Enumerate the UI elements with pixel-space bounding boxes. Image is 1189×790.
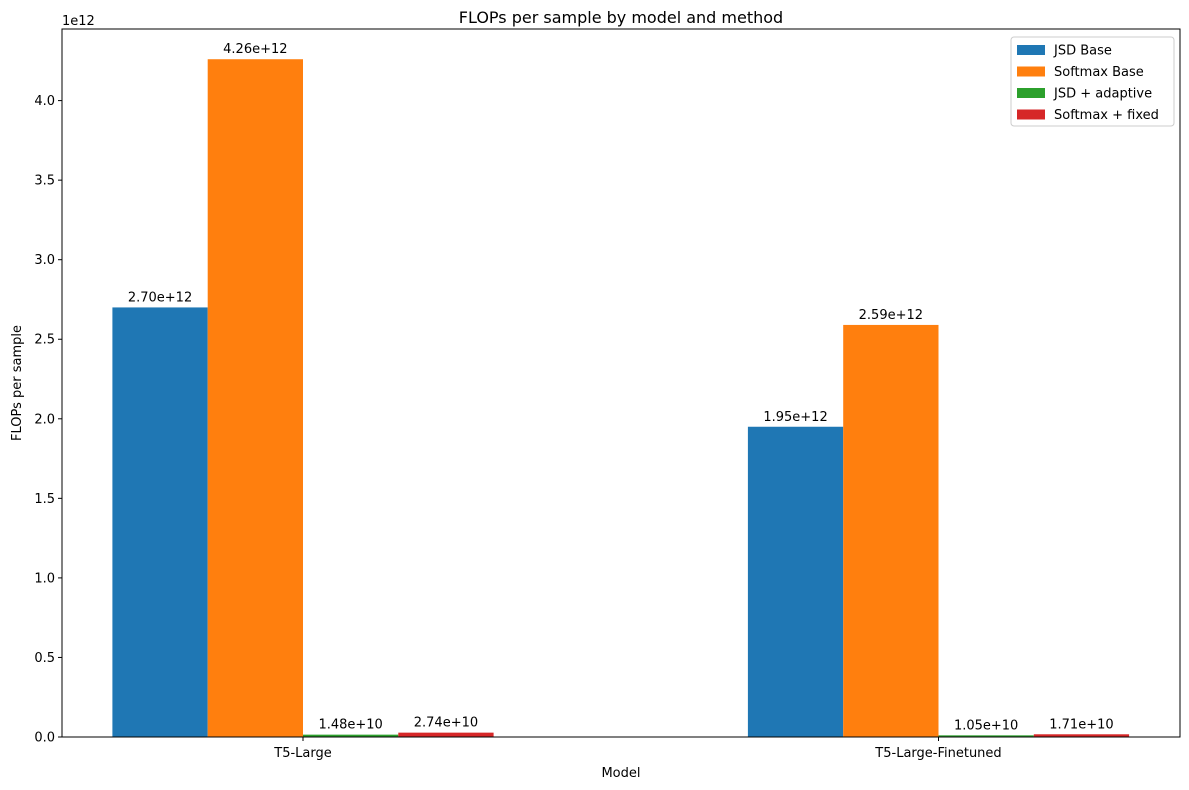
y-axis-label: FLOPs per sample — [10, 325, 25, 441]
legend-entry-label: Softmax Base — [1054, 65, 1144, 80]
y-tick-label: 3.5 — [34, 174, 55, 189]
legend-entry-label: JSD Base — [1053, 44, 1112, 59]
legend-swatch — [1017, 66, 1045, 77]
x-axis-label: Model — [601, 766, 640, 781]
y-axis-offset-label: 1e12 — [62, 14, 95, 29]
y-tick-label: 1.5 — [34, 492, 55, 507]
bar-data-label: 1.95e+12 — [763, 410, 827, 425]
y-tick-label: 2.0 — [34, 412, 55, 427]
bar — [398, 732, 494, 737]
legend-entry-label: Softmax + fixed — [1054, 108, 1159, 123]
x-tick-label: T5-Large-Finetuned — [874, 746, 1001, 761]
bar-data-label: 1.71e+10 — [1049, 717, 1113, 732]
bar — [1033, 734, 1130, 737]
y-tick-label: 0.0 — [34, 731, 55, 746]
plot-frame — [61, 28, 1181, 738]
bar-data-label: 4.26e+12 — [223, 42, 287, 57]
chart-title: FLOPs per sample by model and method — [459, 8, 783, 27]
y-tick-label: 2.5 — [34, 333, 55, 348]
x-tick-label: T5-Large — [273, 746, 331, 761]
legend-swatch — [1017, 109, 1045, 120]
y-axis-ticks: 0.0 0.5 1.0 1.5 2.0 2.5 3.0 3.5 4.0 — [34, 94, 62, 746]
bar — [843, 324, 939, 737]
bars-group — [112, 59, 1130, 738]
legend-box — [1010, 36, 1175, 127]
bar-data-label: 1.05e+10 — [954, 718, 1018, 733]
y-tick-label: 0.5 — [34, 651, 55, 666]
bar-data-label: 1.48e+10 — [318, 718, 382, 733]
bar — [303, 734, 399, 737]
bar-data-label: 2.59e+12 — [859, 308, 923, 323]
data-labels-group: 2.70e+12 4.26e+12 1.48e+10 2.74e+10 1.95e+12… — [128, 42, 1114, 733]
legend: JSD Base Softmax Base JSD + adaptive Softma… — [1010, 36, 1175, 127]
y-tick-label: 3.0 — [34, 253, 55, 268]
legend-swatch — [1017, 45, 1045, 55]
x-axis-ticks: T5-Large T5-Large-Finetuned — [273, 737, 1002, 761]
bar — [938, 735, 1034, 737]
legend-swatch — [1017, 88, 1045, 98]
bar-data-label: 2.70e+12 — [128, 290, 192, 305]
bar — [112, 307, 208, 737]
bar — [207, 59, 303, 738]
bar-data-label: 2.74e+10 — [414, 716, 478, 731]
legend-entry-label: JSD + adaptive — [1053, 87, 1152, 102]
y-tick-label: 4.0 — [34, 94, 55, 109]
y-tick-label: 1.0 — [34, 571, 55, 586]
bar — [747, 426, 844, 737]
